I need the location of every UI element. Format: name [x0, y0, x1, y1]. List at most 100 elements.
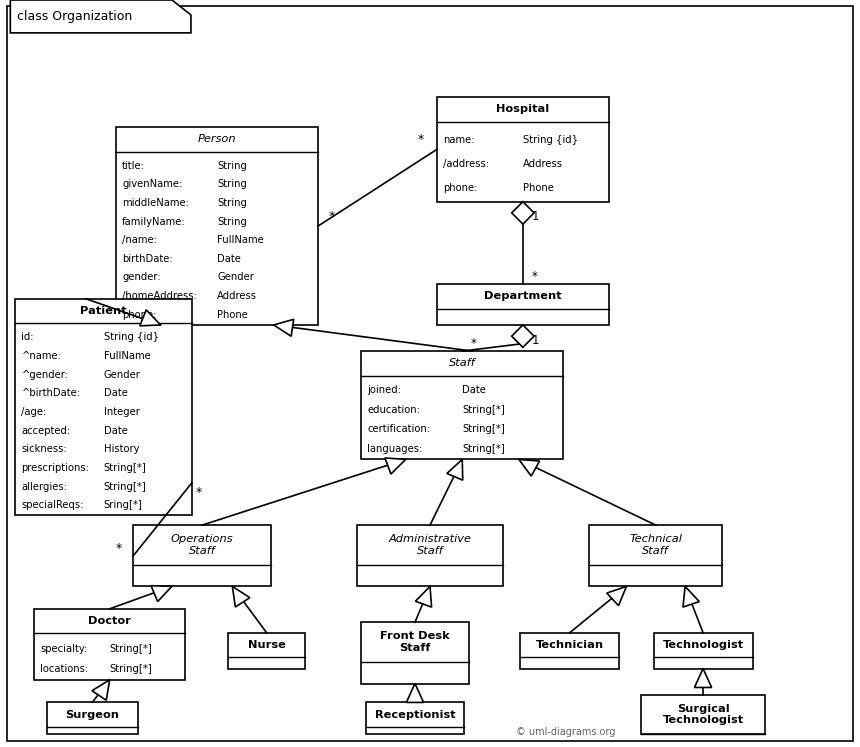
- Text: phone:: phone:: [443, 183, 477, 193]
- Polygon shape: [512, 325, 534, 347]
- Text: certification:: certification:: [367, 424, 430, 434]
- Text: class Organization: class Organization: [17, 10, 132, 23]
- FancyBboxPatch shape: [654, 633, 752, 669]
- Text: allergies:: allergies:: [22, 482, 67, 492]
- Text: Person: Person: [198, 134, 237, 144]
- Text: /address:: /address:: [443, 159, 488, 169]
- Text: Operations
Staff: Operations Staff: [171, 534, 233, 556]
- Text: String[*]: String[*]: [463, 405, 505, 415]
- FancyBboxPatch shape: [34, 609, 185, 680]
- Text: Department: Department: [484, 291, 562, 301]
- Text: familyName:: familyName:: [122, 217, 186, 226]
- Text: Nurse: Nurse: [248, 640, 286, 650]
- Polygon shape: [695, 669, 712, 687]
- Text: Gender: Gender: [217, 273, 254, 282]
- FancyBboxPatch shape: [589, 525, 722, 586]
- Polygon shape: [512, 202, 534, 224]
- Text: String {id}: String {id}: [523, 135, 578, 145]
- Text: *: *: [196, 486, 202, 500]
- Text: Administrative
Staff: Administrative Staff: [389, 534, 471, 556]
- Text: Surgical
Technologist: Surgical Technologist: [662, 704, 744, 725]
- Text: gender:: gender:: [122, 273, 161, 282]
- Text: /name:: /name:: [122, 235, 157, 245]
- Text: ^birthDate:: ^birthDate:: [22, 388, 81, 398]
- FancyBboxPatch shape: [133, 525, 271, 586]
- FancyBboxPatch shape: [437, 284, 609, 325]
- Text: Date: Date: [463, 385, 486, 395]
- Text: education:: education:: [367, 405, 420, 415]
- Text: Technical
Staff: Technical Staff: [630, 534, 682, 556]
- Text: Date: Date: [103, 426, 127, 436]
- Text: String: String: [217, 179, 247, 189]
- Text: Doctor: Doctor: [89, 616, 131, 626]
- Text: givenName:: givenName:: [122, 179, 182, 189]
- FancyBboxPatch shape: [366, 702, 464, 734]
- Text: Technologist: Technologist: [662, 640, 744, 650]
- Text: accepted:: accepted:: [22, 426, 71, 436]
- FancyBboxPatch shape: [228, 633, 305, 669]
- Text: *: *: [329, 210, 335, 223]
- Text: Date: Date: [103, 388, 127, 398]
- Text: specialReqs:: specialReqs:: [22, 500, 84, 510]
- FancyBboxPatch shape: [15, 299, 192, 515]
- Polygon shape: [406, 684, 423, 702]
- Text: Surgeon: Surgeon: [65, 710, 120, 719]
- Text: title:: title:: [122, 161, 145, 170]
- Text: String[*]: String[*]: [110, 663, 152, 674]
- Text: ^gender:: ^gender:: [22, 370, 69, 379]
- Polygon shape: [151, 586, 172, 601]
- Polygon shape: [415, 586, 432, 607]
- Polygon shape: [683, 586, 699, 607]
- FancyBboxPatch shape: [361, 622, 469, 684]
- Polygon shape: [140, 310, 161, 326]
- Text: String[*]: String[*]: [463, 444, 505, 453]
- Text: Phone: Phone: [523, 183, 554, 193]
- Text: /homeAddress:: /homeAddress:: [122, 291, 197, 301]
- Text: © uml-diagrams.org: © uml-diagrams.org: [516, 728, 616, 737]
- FancyBboxPatch shape: [357, 525, 503, 586]
- Text: sickness:: sickness:: [22, 444, 67, 454]
- Text: Address: Address: [523, 159, 563, 169]
- Text: *: *: [471, 338, 476, 350]
- FancyBboxPatch shape: [7, 6, 853, 741]
- Text: Technician: Technician: [536, 640, 604, 650]
- Polygon shape: [519, 459, 539, 476]
- Text: Gender: Gender: [103, 370, 140, 379]
- Text: FullName: FullName: [217, 235, 264, 245]
- FancyBboxPatch shape: [641, 695, 765, 734]
- Text: FullName: FullName: [103, 351, 150, 361]
- Polygon shape: [10, 0, 191, 33]
- Text: String {id}: String {id}: [103, 332, 159, 342]
- Text: String: String: [217, 198, 247, 208]
- Text: Staff: Staff: [449, 359, 476, 368]
- Text: languages:: languages:: [367, 444, 422, 453]
- Text: prescriptions:: prescriptions:: [22, 463, 89, 473]
- Text: name:: name:: [443, 135, 475, 145]
- Text: String: String: [217, 161, 247, 170]
- Text: 1: 1: [531, 334, 539, 347]
- Text: /age:: /age:: [22, 407, 46, 417]
- Text: String[*]: String[*]: [103, 482, 146, 492]
- Text: Date: Date: [217, 254, 241, 264]
- Text: String[*]: String[*]: [110, 644, 152, 654]
- Text: specialty:: specialty:: [40, 644, 88, 654]
- Text: *: *: [531, 270, 538, 283]
- Text: Front Desk
Staff: Front Desk Staff: [380, 631, 450, 653]
- Text: Phone: Phone: [217, 310, 248, 320]
- FancyBboxPatch shape: [437, 97, 609, 202]
- Polygon shape: [447, 459, 463, 480]
- Text: String[*]: String[*]: [463, 424, 505, 434]
- Text: middleName:: middleName:: [122, 198, 189, 208]
- Text: id:: id:: [22, 332, 34, 342]
- FancyBboxPatch shape: [520, 633, 619, 669]
- Text: Hospital: Hospital: [496, 105, 550, 114]
- FancyBboxPatch shape: [47, 702, 138, 734]
- Polygon shape: [92, 680, 110, 700]
- FancyBboxPatch shape: [361, 351, 563, 459]
- Polygon shape: [232, 586, 249, 607]
- Polygon shape: [385, 458, 406, 474]
- Text: Sring[*]: Sring[*]: [103, 500, 143, 510]
- Text: History: History: [103, 444, 139, 454]
- Text: joined:: joined:: [367, 385, 401, 395]
- Text: *: *: [418, 134, 424, 146]
